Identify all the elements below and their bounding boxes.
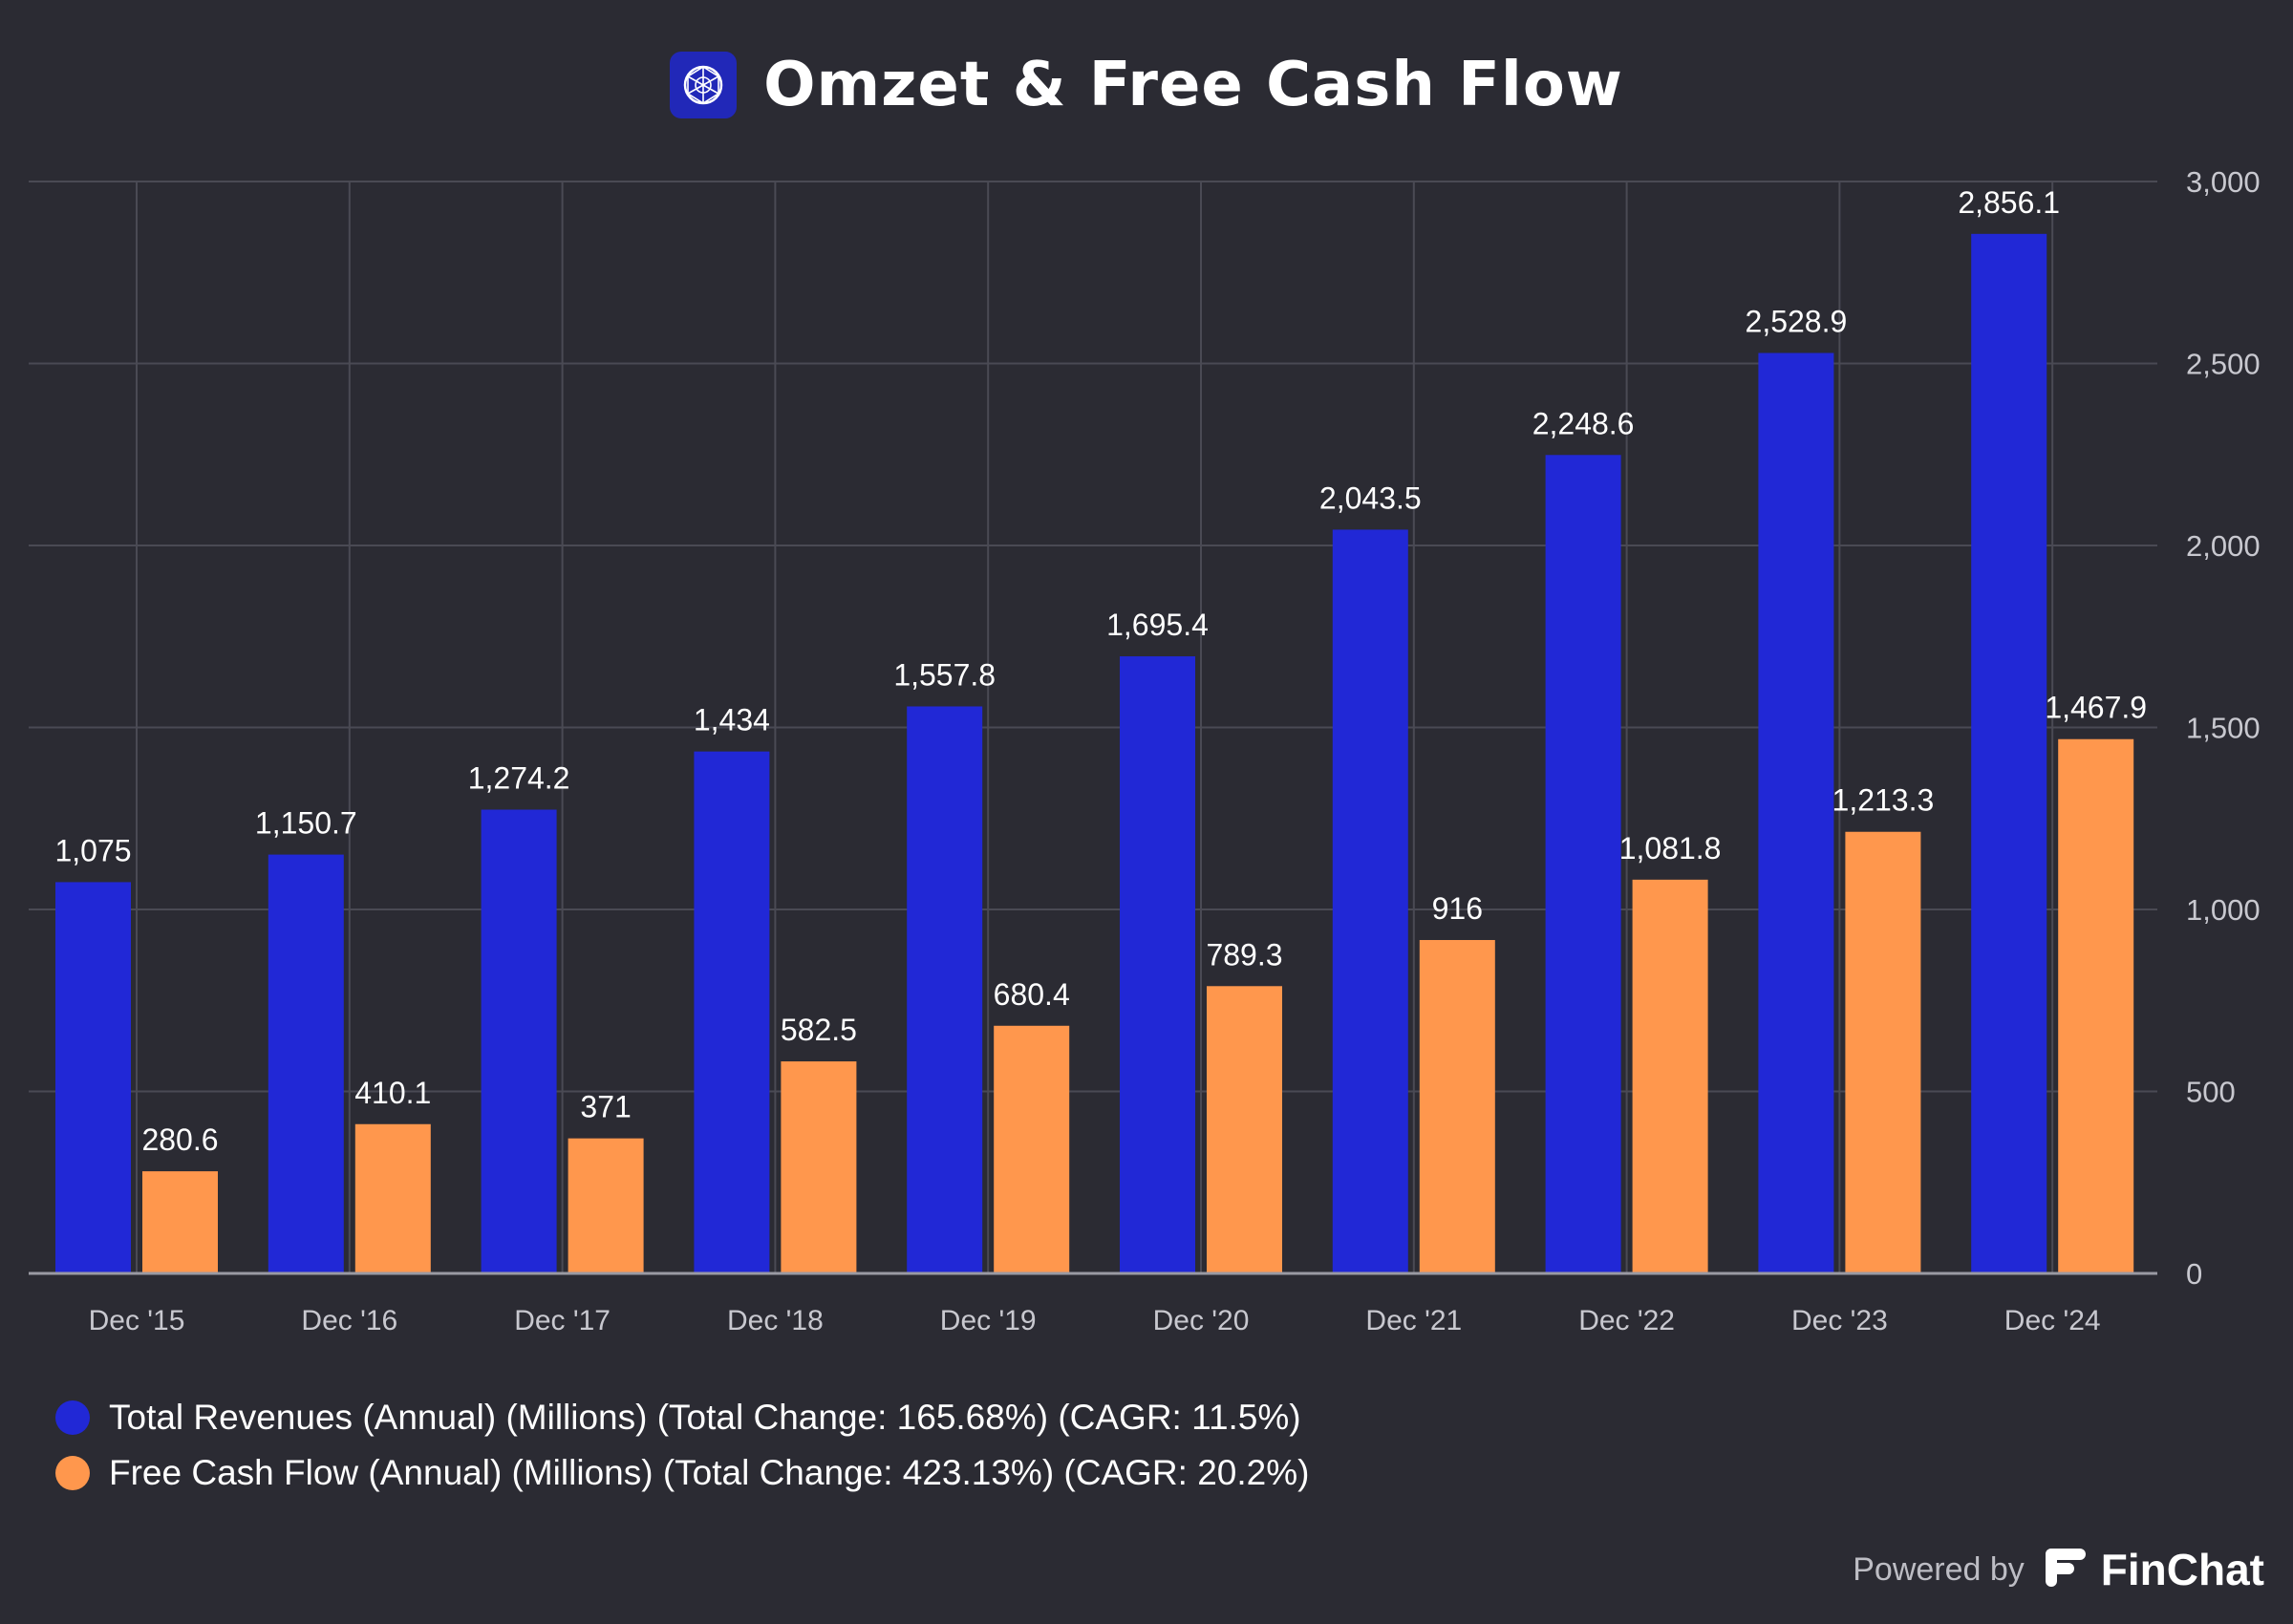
bar-revenue [1120, 656, 1195, 1273]
x-tick-label: Dec '16 [301, 1305, 397, 1336]
x-tick-label: Dec '23 [1791, 1305, 1888, 1336]
data-label-revenue: 2,528.9 [1746, 304, 1848, 338]
x-tick-label: Dec '20 [1153, 1305, 1250, 1336]
data-label-revenue: 2,248.6 [1532, 406, 1635, 440]
x-tick-label: Dec '19 [940, 1305, 1037, 1336]
x-tick-label: Dec '24 [2004, 1305, 2101, 1336]
y-tick-label: 1,000 [2186, 893, 2261, 927]
bar-revenue [1545, 455, 1621, 1273]
x-tick-label: Dec '18 [727, 1305, 824, 1336]
bar-revenue [1971, 233, 2047, 1273]
data-label-fcf: 280.6 [141, 1122, 218, 1157]
legend-item-revenue[interactable]: Total Revenues (Annual) (Millions) (Tota… [55, 1390, 1309, 1445]
powered-by-text: Powered by [1853, 1550, 2025, 1588]
legend-swatch-fcf [55, 1456, 90, 1490]
footer-attribution[interactable]: Powered by FinChat [1853, 1544, 2264, 1595]
bar-fcf [142, 1171, 218, 1273]
bar-revenue [907, 706, 983, 1273]
data-label-revenue: 1,075 [54, 833, 131, 867]
chart-header: Omzet & Free Cash Flow [0, 50, 2293, 120]
finchat-logo-icon [2042, 1546, 2089, 1594]
data-label-fcf: 1,081.8 [1619, 831, 1722, 865]
data-label-fcf: 582.5 [781, 1013, 857, 1047]
data-label-fcf: 410.1 [354, 1076, 431, 1110]
y-tick-label: 3,000 [2186, 165, 2261, 199]
bar-fcf [2058, 738, 2134, 1273]
y-tick-label: 1,500 [2186, 712, 2261, 745]
bar-fcf [1845, 831, 1921, 1273]
data-label-revenue: 1,150.7 [255, 806, 357, 841]
data-label-revenue: 1,695.4 [1106, 608, 1209, 642]
bar-revenue [55, 882, 131, 1273]
x-tick-label: Dec '17 [514, 1305, 611, 1336]
y-tick-label: 2,000 [2186, 529, 2261, 563]
data-label-fcf: 1,467.9 [2045, 691, 2147, 725]
data-label-fcf: 916 [1432, 891, 1483, 926]
y-tick-label: 500 [2186, 1076, 2236, 1109]
legend-label-revenue: Total Revenues (Annual) (Millions) (Tota… [109, 1398, 1301, 1437]
bar-fcf [1632, 879, 1708, 1273]
bar-revenue [268, 854, 344, 1273]
bar-fcf [1207, 986, 1282, 1273]
bar-revenue [481, 809, 557, 1273]
data-label-revenue: 1,274.2 [468, 761, 570, 796]
data-label-fcf: 789.3 [1206, 937, 1282, 972]
bar-fcf [568, 1138, 644, 1273]
bar-revenue [1332, 529, 1408, 1273]
x-tick-label: Dec '22 [1578, 1305, 1675, 1336]
y-tick-label: 2,500 [2186, 348, 2261, 381]
data-label-fcf: 680.4 [994, 977, 1070, 1012]
data-label-revenue: 2,043.5 [1319, 481, 1422, 515]
chart-legend: Total Revenues (Annual) (Millions) (Tota… [55, 1390, 1309, 1501]
legend-item-fcf[interactable]: Free Cash Flow (Annual) (Millions) (Tota… [55, 1445, 1309, 1501]
data-label-fcf: 1,213.3 [1832, 783, 1935, 818]
legend-swatch-revenue [55, 1400, 90, 1435]
data-label-fcf: 371 [580, 1090, 631, 1124]
bar-fcf [994, 1025, 1070, 1273]
x-tick-label: Dec '21 [1365, 1305, 1462, 1336]
bar-fcf [354, 1123, 431, 1273]
x-tick-label: Dec '15 [89, 1305, 185, 1336]
data-label-revenue: 1,557.8 [893, 657, 996, 692]
chart-title: Omzet & Free Cash Flow [763, 50, 1623, 120]
bar-revenue [1758, 353, 1834, 1273]
bar-revenue [694, 751, 770, 1273]
globe-network-icon [670, 52, 738, 118]
y-tick-label: 0 [2186, 1257, 2202, 1291]
data-label-revenue: 2,856.1 [1958, 185, 2060, 220]
bar-fcf [781, 1061, 857, 1273]
legend-label-fcf: Free Cash Flow (Annual) (Millions) (Tota… [109, 1453, 1310, 1492]
finchat-brand-name: FinChat [2100, 1545, 2264, 1594]
data-label-revenue: 1,434 [694, 703, 770, 737]
bar-fcf [1419, 940, 1495, 1273]
